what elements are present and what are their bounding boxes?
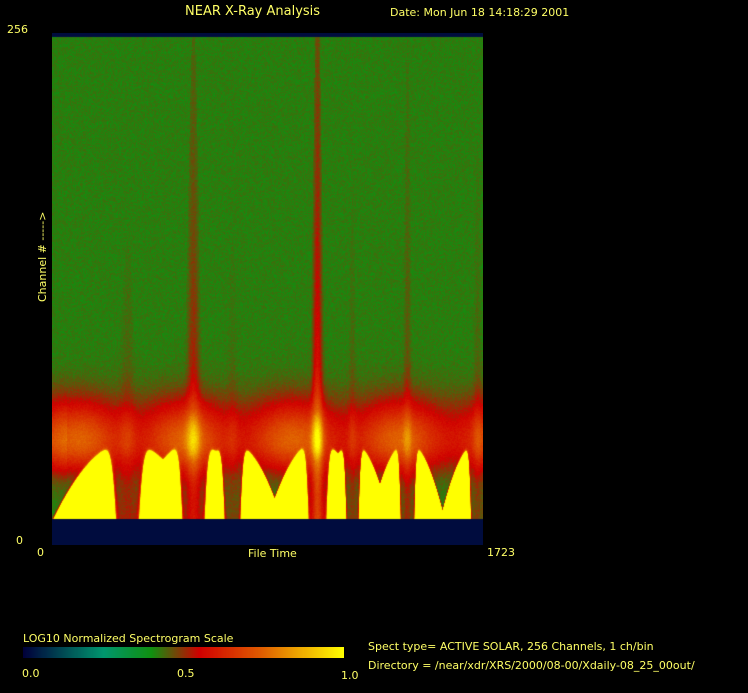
date-label: Date: Mon Jun 18 14:18:29 2001 [390,6,570,19]
x-tick-min: 0 [37,546,44,559]
x-axis-label: File Time [248,547,297,560]
x-tick-max: 1723 [487,546,515,559]
y-tick-min: 0 [16,534,23,547]
chart-title: NEAR X-Ray Analysis [185,4,321,19]
colorbar-label: LOG10 Normalized Spectrogram Scale [23,632,234,645]
spect-type-info: Spect type= ACTIVE SOLAR, 256 Channels, … [368,640,654,653]
spectrogram-heatmap [52,33,483,545]
colorbar-tick-0: 0.0 [22,667,40,680]
colorbar-tick-1: 1.0 [341,669,359,682]
directory-info: Directory = /near/xdr/XRS/2000/08-00/Xda… [368,659,695,672]
colorbar-tick-05: 0.5 [177,667,195,680]
colorbar [23,647,344,658]
y-tick-max: 256 [7,23,28,36]
y-axis-label: Channel # -----> [36,211,49,302]
